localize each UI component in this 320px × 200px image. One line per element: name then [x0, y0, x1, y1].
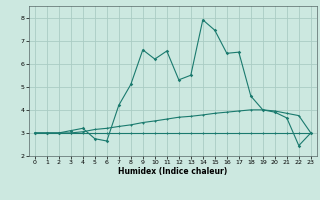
X-axis label: Humidex (Indice chaleur): Humidex (Indice chaleur) [118, 167, 228, 176]
